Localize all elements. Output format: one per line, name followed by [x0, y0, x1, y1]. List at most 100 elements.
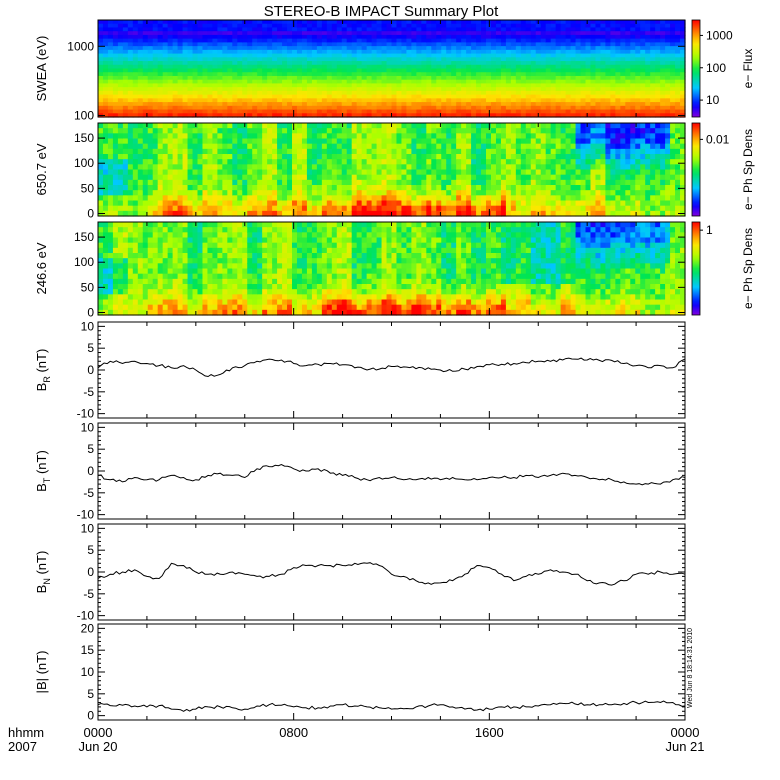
heatmap-cell [545, 79, 552, 85]
heatmap-cell [296, 113, 303, 118]
heatmap-cell [386, 87, 393, 92]
heatmap-cell [451, 138, 457, 145]
heatmap-cell [222, 148, 228, 155]
heatmap-cell [366, 31, 373, 36]
heatmap-cell [127, 148, 134, 155]
heatmap-cell [222, 23, 228, 29]
heatmap-cell [237, 20, 243, 25]
heatmap-cell [157, 164, 164, 171]
heatmap-cell [495, 42, 502, 47]
heatmap-cell [202, 190, 209, 196]
heatmap-cell [401, 143, 408, 150]
heatmap-cell [590, 31, 597, 36]
heatmap-cell [356, 49, 363, 55]
heatmap-cell [277, 210, 283, 217]
heatmap-cell [530, 148, 537, 155]
heatmap-cell [282, 105, 288, 111]
heatmap-cell [650, 23, 656, 29]
heatmap-cell [356, 46, 363, 51]
heatmap-cell [580, 159, 587, 165]
heatmap-cell [311, 154, 318, 160]
heatmap-cell [560, 23, 567, 29]
heatmap-cell [137, 210, 144, 217]
heatmap-cell [371, 113, 378, 118]
heatmap-cell [142, 113, 149, 118]
heatmap-cell [341, 79, 348, 85]
heatmap-cell [122, 23, 129, 29]
heatmap-cell [505, 200, 512, 207]
heatmap-cell [446, 159, 452, 165]
heatmap-cell [411, 34, 417, 40]
heatmap-cell [167, 169, 174, 176]
heatmap-cell [640, 49, 646, 55]
heatmap-cell [292, 68, 298, 73]
heatmap-cell [167, 98, 174, 103]
heatmap-cell [341, 190, 348, 196]
heatmap-cell [396, 87, 403, 92]
heatmap-cell [341, 200, 348, 207]
heatmap-cell [456, 123, 462, 129]
heatmap-cell [610, 87, 616, 92]
heatmap-cell [152, 38, 159, 43]
heatmap-cell [187, 98, 194, 103]
heatmap-cell [177, 138, 184, 145]
heatmap-cell [441, 87, 447, 92]
heatmap-cell [296, 75, 303, 81]
heatmap-cell [167, 64, 174, 70]
heatmap-cell [242, 102, 248, 107]
heatmap-cell [227, 169, 233, 176]
heatmap-cell [102, 195, 109, 202]
heatmap-cell [152, 20, 159, 25]
heatmap-cell [262, 94, 268, 99]
heatmap-cell [252, 169, 258, 176]
heatmap-cell [247, 20, 253, 25]
heatmap-cell [486, 38, 492, 43]
heatmap-cell [590, 210, 597, 217]
heatmap-cell [242, 138, 248, 145]
heatmap-cell [237, 72, 243, 77]
heatmap-cell [306, 46, 313, 51]
heatmap-cell [242, 174, 248, 181]
heatmap-cell [237, 98, 243, 103]
heatmap-cell [167, 143, 174, 150]
heatmap-cell [147, 113, 154, 118]
heatmap-cell [202, 200, 209, 207]
heatmap-cell [540, 174, 547, 181]
heatmap-cell [575, 61, 582, 66]
heatmap-cell [336, 109, 343, 114]
heatmap-cell [665, 34, 671, 40]
heatmap-cell [292, 102, 298, 107]
heatmap-cell [227, 205, 233, 212]
heatmap-cell [371, 42, 378, 47]
heatmap-cell [292, 27, 298, 32]
heatmap-cell [321, 109, 328, 114]
heatmap-cell [371, 94, 378, 99]
heatmap-cell [535, 42, 542, 47]
heatmap-cell [495, 98, 502, 103]
heatmap-cell [167, 61, 174, 66]
heatmap-cell [172, 53, 179, 58]
heatmap-cell [600, 75, 606, 81]
heatmap-cell [426, 195, 432, 202]
heatmap-cell [615, 64, 621, 70]
heatmap-cell [137, 159, 144, 165]
heatmap-cell [595, 94, 602, 99]
heatmap-cell [436, 83, 442, 88]
heatmap-cell [550, 210, 557, 217]
heatmap-cell [635, 113, 641, 118]
heatmap-cell [421, 190, 427, 196]
heatmap-cell [461, 143, 467, 150]
heatmap-cell [605, 128, 611, 134]
heatmap-cell [301, 138, 308, 145]
heatmap-cell [147, 190, 154, 196]
heatmap-cell [500, 128, 507, 134]
heatmap-cell [331, 42, 338, 47]
heatmap-cell [102, 87, 109, 92]
heatmap-cell [257, 190, 263, 196]
heatmap-cell [98, 109, 104, 114]
heatmap-cell [232, 138, 238, 145]
heatmap-cell [341, 68, 348, 73]
heatmap-cell [456, 87, 462, 92]
heatmap-cell [366, 109, 373, 114]
heatmap-cell [212, 31, 218, 36]
